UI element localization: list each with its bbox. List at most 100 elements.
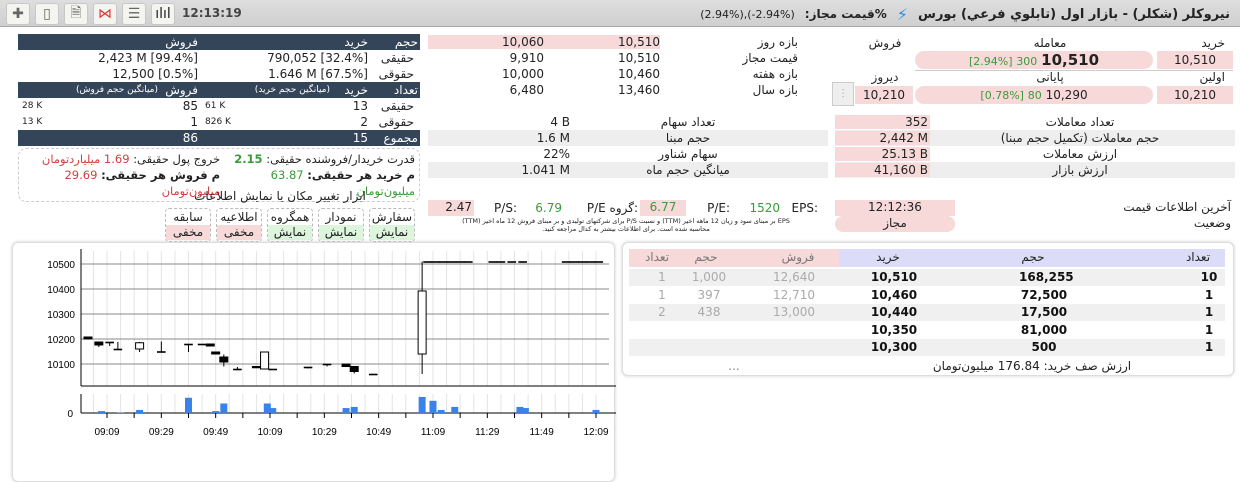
candle [269, 369, 277, 370]
note-icon[interactable]: 🗎 [64, 3, 88, 25]
ratios: EPS: 1520 P/E: 6.77 P/E گروه: 6.79 P/S: … [428, 200, 828, 217]
trade-stat-value: 2,442 M [835, 131, 930, 145]
trade-stat-row: 352 تعداد معاملات [835, 114, 1235, 130]
sell-count: 1 [637, 270, 687, 284]
candle [342, 364, 350, 367]
share-info-label: میانگین حجم ماه [618, 163, 758, 177]
candle [456, 262, 464, 263]
page-title: نیروکلر (شکلر) - بازار اول (تابلوي فرعي)… [918, 7, 1230, 22]
buy-count: 1 [1184, 305, 1234, 319]
status-block: 12:12:36 مجاز آخرین اطلاعات قیمت وضعیت [835, 200, 1235, 234]
share-info-label: حجم مبنا [618, 131, 758, 145]
volume-bar [185, 398, 192, 413]
sell-volume: 2,423 M [99.4%] [98, 51, 198, 65]
sell-count: 85 [183, 99, 198, 113]
buy-price: 10,510 [869, 270, 919, 284]
sell-volume: 438 [684, 305, 734, 319]
buy-volume: 790,052 [32.4%] [267, 51, 368, 65]
candle [84, 337, 92, 339]
avg-sell: 28 K [22, 101, 42, 111]
row-label: حقوقی [379, 115, 414, 129]
price-limit-range: (2.94%),(-2.94%) [700, 8, 795, 21]
range-high: 10,510 [618, 35, 660, 49]
calculator-icon[interactable]: ▯ [35, 3, 59, 25]
volume-bar [212, 411, 219, 413]
range-high: 10,460 [618, 67, 660, 81]
buy-price: 10,460 [869, 288, 919, 302]
candle [323, 364, 331, 365]
range-low: 10,000 [428, 67, 618, 81]
buy-count: 1 [1184, 340, 1234, 354]
candle [252, 367, 260, 368]
ratios-note: محاسبه شده است. برای اطلاعات بیشتر به کد… [420, 225, 832, 233]
trade-stats: 352 تعداد معاملات 2,442 M حجم معاملات (تکمی… [835, 114, 1235, 178]
last-update-time: 12:12:36 [835, 200, 955, 216]
share-info-label: تعداد سهام [618, 115, 758, 129]
trade-stat-label: حجم معاملات (تکمیل حجم مبنا) [945, 131, 1215, 145]
y-tick-label: 10200 [47, 335, 75, 346]
avg-sell-label: م فروش هر حقیقی: [101, 168, 220, 182]
buy-count: 10 [1184, 270, 1234, 284]
trade-pct: [2.94%] [969, 55, 1013, 68]
trade-stat-label: تعداد معاملات [945, 115, 1215, 129]
share-info-label: سهام شناور [618, 147, 758, 161]
x-tick-label: 09:49 [203, 427, 228, 438]
range-label: بازه هفته [753, 67, 798, 81]
candle [95, 342, 103, 345]
sell-price: 12,710 [769, 288, 819, 302]
candle [562, 262, 570, 263]
sliders-icon[interactable]: ⫶ [832, 82, 854, 106]
candle [424, 262, 432, 263]
toggle-label: سابقه [166, 210, 210, 225]
sell-count: 1 [190, 115, 198, 129]
y-tick-label: 10100 [47, 360, 75, 371]
eps-label: EPS: [792, 201, 818, 215]
range-high: 13,460 [618, 83, 660, 97]
order-book: تعداد حجم خرید فروش حجم تعداد ارزش صف خر… [622, 242, 1234, 376]
sell-price: 13,000 [769, 305, 819, 319]
network-chart-icon[interactable]: ⋈ [93, 3, 117, 25]
close-change: 80 [1028, 89, 1042, 102]
list-icon[interactable]: ☰ [122, 3, 146, 25]
plus-icon[interactable]: ✚ [6, 3, 30, 25]
trade-stat-value: 352 [835, 115, 930, 129]
buy-volume: 500 [1019, 340, 1069, 354]
volume-bar [98, 411, 105, 413]
candle [157, 352, 165, 353]
buy-price: 10,300 [869, 340, 919, 354]
candle [508, 262, 516, 263]
volume-bar [351, 407, 358, 413]
candle [448, 262, 456, 263]
trade-stat-value: 25.13 B [835, 147, 930, 161]
header-sell: فروش [165, 83, 198, 97]
candle [261, 352, 269, 369]
total-buy: 15 [353, 131, 368, 145]
buy-volume: 17,500 [1019, 305, 1069, 319]
bar-chart-icon[interactable]: ılıl [151, 3, 175, 25]
buy-price: 10,440 [869, 305, 919, 319]
share-info-row: 22%سهام شناور [428, 146, 828, 162]
header-avg-sell: (میانگین حجم فروش) [76, 85, 158, 95]
toggle-state: نمایش [268, 225, 312, 240]
volume-bar [593, 410, 600, 413]
x-tick-label: 09:09 [94, 427, 119, 438]
volume-bar [419, 397, 426, 413]
range-low: 10,060 [428, 35, 618, 49]
candle [369, 374, 377, 375]
toggle-state: مخفی [166, 225, 210, 240]
volume-bar [451, 407, 458, 413]
toggle-label: نمودار [319, 210, 363, 225]
share-info-value: 1.041 M [521, 163, 570, 177]
price-limit-label: %قیمت مجاز: [805, 7, 887, 21]
last-update-label: آخرین اطلاعات قیمت [1123, 200, 1231, 214]
